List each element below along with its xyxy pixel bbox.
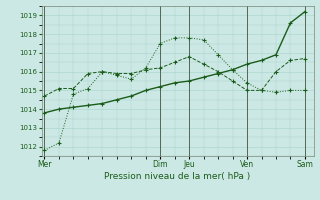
- X-axis label: Pression niveau de la mer( hPa ): Pression niveau de la mer( hPa ): [104, 172, 251, 181]
